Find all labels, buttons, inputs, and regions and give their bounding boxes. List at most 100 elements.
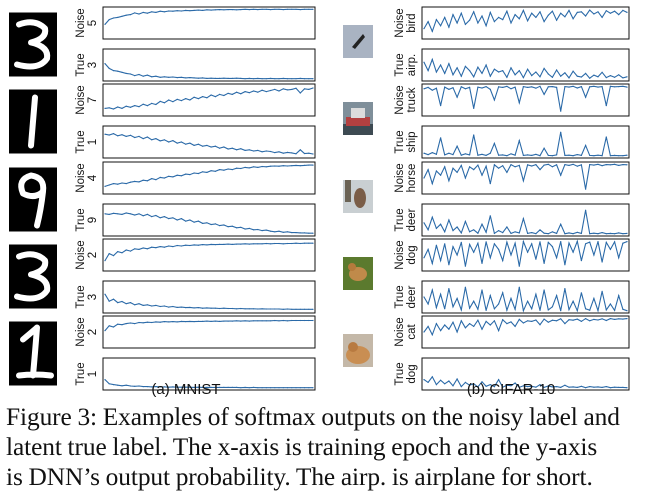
cifar-role-label: Noise: [394, 85, 406, 114]
data-point: [580, 260, 583, 262]
data-point: [622, 386, 624, 388]
data-point: [223, 224, 225, 226]
data-point: [172, 76, 174, 78]
mnist-role-label: True: [75, 285, 87, 308]
data-point: [295, 153, 297, 155]
data-point: [248, 308, 250, 310]
data-point: [214, 386, 216, 388]
data-point: [614, 241, 616, 243]
data-point: [506, 226, 508, 228]
data-point: [605, 105, 607, 107]
data-point: [527, 232, 529, 234]
data-point: [568, 154, 570, 156]
data-point: [485, 154, 487, 156]
data-point: [108, 184, 110, 186]
photo-hull: [346, 117, 370, 126]
data-point: [444, 86, 446, 88]
data-point: [151, 178, 153, 180]
mnist-panel-0-1: [102, 48, 316, 82]
data-point: [535, 233, 537, 235]
data-point: [440, 64, 442, 66]
data-point: [291, 78, 293, 80]
cifar-class-label: horse: [406, 164, 418, 193]
data-point: [464, 65, 466, 67]
data-point: [543, 67, 545, 69]
data-point: [231, 307, 233, 310]
data-point: [448, 264, 450, 266]
data-point: [146, 136, 148, 138]
panel-frame: [102, 48, 316, 82]
data-point: [527, 164, 529, 166]
data-point: [568, 232, 570, 234]
panel-frame: [421, 315, 630, 349]
data-point: [531, 165, 533, 167]
data-point: [223, 9, 225, 11]
data-point: [265, 150, 267, 152]
data-point: [180, 175, 182, 177]
data-point: [176, 77, 178, 79]
data-point: [493, 232, 495, 234]
data-point: [168, 386, 170, 388]
cifar-panel-4-0: [421, 315, 630, 349]
data-point: [502, 260, 504, 262]
data-point: [440, 379, 442, 381]
data-point: [444, 231, 446, 233]
data-point: [514, 231, 516, 233]
data-point: [180, 306, 182, 308]
data-point: [510, 164, 512, 166]
data-point: [146, 180, 148, 182]
data-point: [535, 87, 537, 89]
data-point: [605, 241, 607, 243]
cifar-class-label: dog: [406, 245, 418, 264]
data-point: [481, 72, 483, 74]
data-point: [564, 288, 566, 290]
data-point: [227, 92, 229, 94]
data-point: [134, 75, 136, 77]
mnist-class-label: 1: [87, 371, 99, 377]
photo-head: [348, 342, 358, 352]
data-point: [440, 260, 442, 262]
data-point: [206, 77, 208, 79]
data-point: [278, 387, 280, 389]
data-point: [159, 305, 161, 308]
data-point: [112, 326, 115, 328]
data-point: [303, 88, 306, 90]
data-point: [423, 177, 425, 179]
data-point: [163, 246, 165, 248]
data-point: [210, 320, 212, 322]
cifar-role-label: True: [394, 130, 406, 153]
data-point: [622, 155, 624, 157]
data-point: [312, 78, 314, 80]
mnist-class-label: 5: [87, 20, 99, 26]
mnist-class-label: 7: [87, 97, 99, 103]
data-point: [168, 141, 170, 143]
data-point: [435, 71, 437, 73]
cifar-role-label: True: [394, 208, 406, 231]
data-point: [202, 244, 204, 246]
data-point: [576, 165, 578, 167]
data-point: [493, 68, 495, 70]
data-point: [456, 171, 458, 173]
data-point: [282, 165, 284, 167]
data-point: [498, 71, 500, 73]
data-point: [460, 154, 462, 156]
data-point: [163, 177, 165, 179]
caption-line-1: Figure 3: Examples of softmax outputs on…: [6, 403, 620, 431]
data-point: [189, 219, 191, 221]
data-point: [469, 307, 471, 309]
cifar-role-label: True: [394, 362, 406, 385]
data-point: [522, 218, 525, 220]
data-point: [618, 257, 620, 259]
data-point: [498, 167, 500, 169]
data-point: [303, 308, 306, 310]
data-point: [485, 320, 487, 322]
data-point: [278, 230, 280, 232]
data-point: [125, 249, 127, 251]
data-point: [522, 180, 525, 182]
data-point: [151, 11, 153, 13]
data-point: [522, 385, 525, 387]
cifar-thumbnail-deer: [343, 257, 373, 290]
data-point: [206, 171, 208, 173]
data-point: [469, 166, 471, 168]
data-point: [270, 9, 272, 11]
